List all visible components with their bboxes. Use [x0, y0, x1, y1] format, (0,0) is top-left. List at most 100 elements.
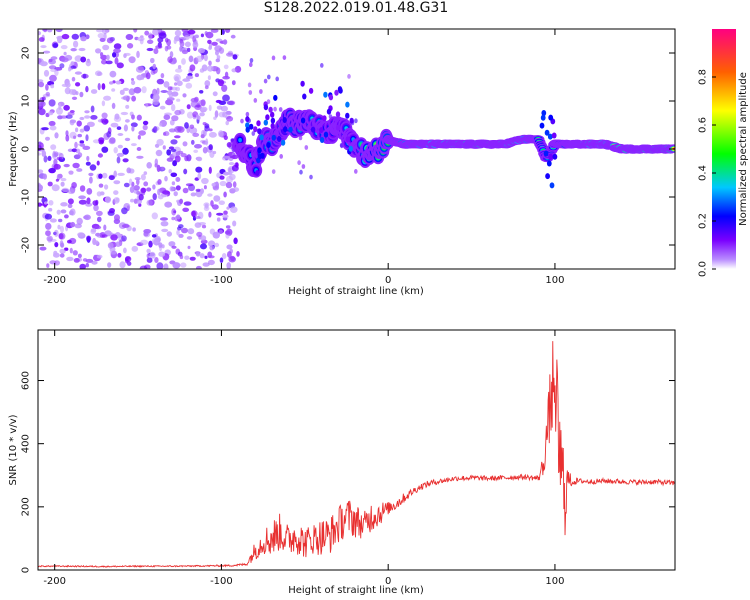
heatmap-cell	[46, 235, 53, 242]
heatmap-cell	[221, 253, 227, 260]
heatmap-cell	[97, 33, 105, 39]
heatmap-cell	[101, 112, 108, 119]
heatmap-cell	[174, 155, 181, 163]
heatmap-cell	[134, 177, 141, 181]
heatmap-cell	[59, 248, 66, 254]
heatmap-cell	[103, 119, 109, 124]
heatmap-cell	[271, 169, 276, 175]
heatmap-cell	[208, 128, 213, 132]
heatmap-cell	[248, 90, 253, 95]
heatmap-cell	[219, 175, 225, 180]
heatmap-cell	[102, 44, 110, 51]
heatmap-cell	[65, 82, 71, 88]
heatmap-cell	[75, 82, 81, 87]
heatmap-cell	[160, 221, 169, 227]
heatmap-cell	[140, 174, 146, 181]
heatmap-cell	[222, 75, 230, 80]
colorbar-tick-label: 0.2	[698, 213, 709, 229]
heatmap-cell	[310, 126, 316, 133]
heatmap-cell	[138, 130, 146, 136]
heatmap-cell	[38, 31, 42, 36]
heatmap-cell	[162, 145, 166, 150]
heatmap-cell	[145, 103, 149, 108]
heatmap-cell	[60, 45, 68, 50]
heatmap-cell	[259, 89, 263, 94]
heatmap-cell	[38, 169, 44, 174]
heatmap-cell	[50, 84, 55, 89]
heatmap-cell	[41, 150, 47, 157]
heatmap-cell	[263, 119, 268, 126]
heatmap-cell	[42, 173, 48, 180]
heatmap-cell	[228, 162, 235, 166]
heatmap-cell	[131, 126, 135, 132]
heatmap-area	[38, 29, 675, 269]
heatmap-cell	[216, 105, 223, 110]
heatmap-cell	[40, 61, 48, 67]
heatmap-cell	[270, 122, 275, 129]
heatmap-cell	[222, 94, 230, 102]
heatmap-cell	[38, 202, 42, 207]
x-tick-label: -100	[210, 275, 233, 286]
heatmap-cell	[128, 178, 133, 186]
heatmap-cell	[544, 129, 550, 136]
heatmap-cell	[169, 51, 174, 58]
heatmap-cell	[48, 99, 56, 107]
heatmap-cell	[193, 149, 199, 153]
heatmap-cell	[196, 114, 200, 120]
heatmap-cell	[176, 214, 181, 220]
heatmap-cell	[123, 182, 130, 188]
colorbar-tick-label: 0.4	[698, 165, 709, 181]
heatmap-cell	[189, 256, 196, 261]
heatmap-cell	[128, 88, 136, 96]
heatmap-cell	[174, 125, 182, 133]
heatmap-cell	[84, 110, 90, 114]
heatmap-cell	[225, 225, 231, 229]
heatmap-cell	[90, 228, 97, 233]
heatmap-cell	[298, 135, 303, 141]
heatmap-cell	[349, 117, 354, 124]
heatmap-cell	[185, 183, 194, 187]
heatmap-cell	[200, 134, 205, 139]
heatmap-cell	[171, 115, 179, 122]
heatmap-cell	[218, 200, 225, 205]
snr-y-label: SNR (10 * v/v)	[8, 414, 19, 485]
heatmap-cell	[162, 190, 170, 195]
heatmap-cell	[106, 37, 114, 44]
heatmap-cell	[207, 39, 212, 45]
heatmap-cell	[215, 58, 220, 63]
heatmap-cell	[164, 175, 168, 182]
heatmap-cell	[104, 196, 111, 204]
heatmap-cell	[268, 106, 273, 113]
heatmap-cell	[106, 131, 112, 138]
heatmap-cell	[182, 187, 189, 194]
heatmap-cell	[130, 198, 135, 203]
heatmap-cell	[131, 143, 137, 147]
heatmap-cell	[78, 47, 86, 52]
heatmap-cell	[58, 103, 62, 110]
heatmap-cell	[124, 52, 131, 56]
heatmap-cell	[109, 250, 117, 255]
heatmap-cell	[540, 114, 546, 121]
heatmap-cell	[53, 158, 58, 166]
heatmap-cell	[151, 234, 157, 238]
heatmap-cell	[164, 37, 169, 43]
heatmap-cell	[194, 73, 199, 78]
heatmap-cell	[184, 255, 190, 260]
heatmap-cell	[122, 95, 131, 101]
heatmap-cell	[221, 29, 225, 35]
heatmap-cell	[273, 106, 277, 112]
heatmap-cell	[140, 239, 149, 245]
heatmap-cell	[145, 72, 151, 80]
heatmap-cell	[202, 146, 208, 154]
heatmap-cell	[249, 123, 254, 130]
heatmap-cell	[201, 64, 208, 72]
heatmap-cell	[183, 201, 192, 206]
heatmap-cell	[86, 188, 93, 195]
heatmap-cell	[223, 191, 227, 198]
heatmap-cell	[154, 158, 158, 166]
heatmap-cell	[174, 76, 179, 82]
heatmap-cell	[282, 55, 287, 60]
heatmap-cell	[119, 89, 125, 96]
heatmap-cell	[46, 263, 50, 268]
